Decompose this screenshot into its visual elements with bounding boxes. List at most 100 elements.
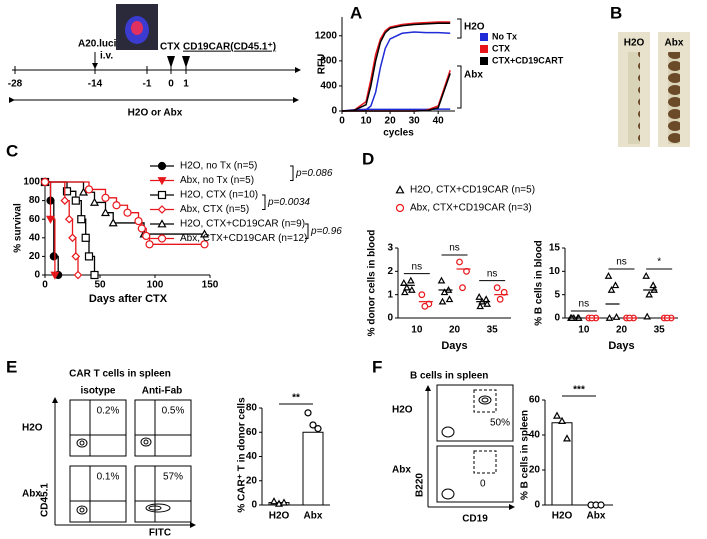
legend-swatch [480, 33, 488, 41]
marker [64, 214, 74, 224]
significance-label: ** [292, 393, 300, 404]
marker [476, 302, 484, 310]
y-tick-label: 20 [29, 251, 41, 262]
timeline-label: i.v. [100, 51, 113, 62]
marker [645, 290, 653, 298]
marker [643, 312, 651, 320]
y-axis-label: % donor cells in blood [367, 230, 378, 337]
marker [71, 252, 81, 261]
marker [611, 281, 620, 289]
marker [482, 295, 490, 303]
x-tick-label: 20 [616, 325, 628, 336]
panel-label: C [6, 141, 18, 160]
flow-row: Abx [392, 465, 411, 476]
bracket [457, 18, 462, 39]
legend-swatch [480, 57, 488, 65]
marker [45, 215, 56, 224]
legend-label: Abx, CTX+CD19CAR (n=3) [410, 203, 532, 214]
legend-label: H2O, CTX+CD19CAR (n=5) [410, 185, 535, 196]
panel-label: A [350, 3, 362, 22]
x-tick-label: 35 [654, 325, 666, 336]
marker [60, 196, 70, 205]
timeline-label: A20.luci [78, 39, 117, 50]
marker [562, 434, 572, 442]
significance-label: ns [616, 257, 627, 268]
panel-label: B [610, 3, 622, 22]
curve [341, 22, 451, 112]
y-tick-label: 800 [320, 56, 337, 67]
marker [89, 197, 100, 206]
marker [157, 177, 167, 186]
legend-label: CTX [492, 43, 510, 53]
y-axis-label: % B cells in spleen [520, 410, 531, 500]
y-tick-label: 40 [529, 430, 541, 441]
x-axis-label: cycles [383, 128, 414, 139]
annotation: H2O [464, 22, 485, 33]
marker [456, 258, 463, 266]
marker [438, 297, 447, 305]
marker [493, 284, 501, 292]
y-tick-label: 400 [320, 81, 337, 92]
marker [475, 292, 483, 300]
y-tick-label: 60 [529, 395, 541, 406]
image-label: H2O [624, 38, 645, 49]
marker [314, 425, 322, 433]
x-tick-label: 20 [449, 325, 461, 336]
marker [604, 271, 613, 279]
x-axis-label: Days [441, 340, 467, 352]
curve [341, 31, 451, 112]
y-tick-label: 0 [34, 270, 40, 281]
timeline-tick-label: 0 [168, 79, 174, 90]
marker [123, 208, 132, 217]
marker [605, 313, 614, 321]
legend-label: H2O, CTX+CD19CAR (n=9) [180, 219, 305, 230]
bracket [457, 65, 462, 109]
flow-axis-label: CD45.1 [40, 483, 51, 517]
y-tick-label: 10 [549, 266, 561, 277]
marker [68, 233, 77, 243]
x-tick-label: 40 [433, 116, 445, 127]
timeline-tick-label: -28 [8, 79, 23, 90]
significance-label: ns [412, 261, 423, 272]
marker [137, 224, 146, 233]
gut-image [668, 52, 680, 144]
marker [557, 416, 567, 424]
y-tick-label: 1 [387, 289, 393, 300]
marker [418, 291, 426, 299]
marker [552, 411, 562, 419]
flow-column: isotype [80, 386, 115, 397]
gut-images: H2O Abx [618, 32, 690, 147]
marker [199, 229, 210, 238]
marker [50, 271, 60, 280]
y-tick-label: 40 [29, 232, 41, 243]
marker [483, 299, 491, 307]
flow-row: Abx [22, 489, 41, 500]
marker [395, 203, 405, 213]
panel-label: F [372, 357, 382, 376]
y-tick-label: 0 [331, 106, 337, 117]
marker [112, 201, 121, 210]
marker [101, 193, 110, 202]
legend-label: H2O, CTX (n=10) [180, 190, 258, 201]
y-tick-label: 60 [29, 214, 41, 225]
marker [145, 240, 154, 249]
marker [407, 276, 415, 284]
p-value: p=0.0034 [267, 197, 310, 208]
marker [40, 177, 50, 187]
x-tick-label: 10 [411, 325, 423, 336]
panel-label: D [362, 149, 374, 168]
arrow [167, 56, 175, 68]
x-tick-label: Abx [587, 511, 606, 522]
legend-swatch [480, 45, 488, 53]
marker [157, 234, 167, 243]
y-tick-label: 100 [23, 177, 40, 188]
x-axis-label: Days [608, 340, 634, 352]
x-tick-label: 50 [94, 280, 106, 291]
marker [612, 313, 621, 320]
marker [108, 218, 118, 227]
flow-percentage: 50% [490, 418, 510, 429]
legend-label: Abx, CTX+CD19CAR (n=12) [180, 233, 307, 244]
significance-label: *** [573, 385, 585, 396]
marker [642, 271, 650, 279]
